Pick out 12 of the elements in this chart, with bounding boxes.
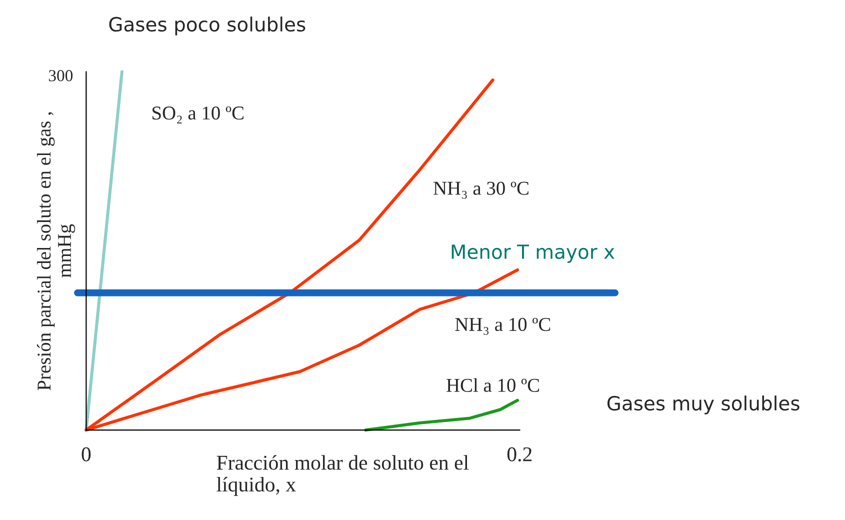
x-tick-label: 0.2	[507, 447, 532, 462]
series-label: NH₃ a 30 ºC	[434, 182, 528, 199]
ref-line-label: Menor T mayor x	[452, 244, 614, 263]
text: Gases muy solubles	[607, 396, 800, 414]
x-axis-title: Fracción molar de soluto en el líquido, x	[216, 455, 469, 496]
series-label: SO₂ a 10 ºC	[152, 106, 244, 124]
series-label: NH₃ a 10 ºC	[455, 318, 550, 335]
text: 300	[48, 70, 73, 82]
chart-title: Gases poco solubles	[109, 16, 306, 36]
x-tick-label: 0	[82, 447, 91, 462]
series-label: HCl a 10 ºC	[446, 378, 539, 392]
y-axis-title: Presión parcial del soluto en el gas , mmHg	[36, 112, 76, 390]
